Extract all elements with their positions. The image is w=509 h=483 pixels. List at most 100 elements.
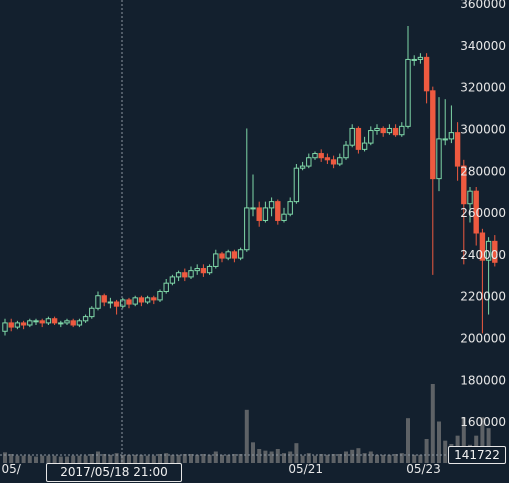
candle-body xyxy=(2,322,8,332)
candle xyxy=(113,299,120,315)
candle-body xyxy=(138,297,145,303)
volume-bar xyxy=(325,454,330,463)
volume-bar xyxy=(77,455,82,463)
volume-bar xyxy=(21,455,26,463)
candle xyxy=(237,247,244,261)
volume-bar xyxy=(195,454,200,463)
candle-body xyxy=(107,301,114,304)
candle-body xyxy=(126,299,132,305)
volume-bar xyxy=(114,453,119,463)
candle xyxy=(281,207,287,223)
y-tick-label: 280000 xyxy=(460,164,506,178)
candle xyxy=(306,153,312,169)
candle xyxy=(262,201,269,223)
candle-body xyxy=(430,90,436,180)
y-tick-label: 180000 xyxy=(460,373,506,387)
candle xyxy=(244,128,250,252)
volume-bar xyxy=(313,455,317,463)
volume-bar xyxy=(288,451,293,463)
candle xyxy=(225,249,231,261)
candle-body xyxy=(262,207,269,221)
candle xyxy=(120,297,126,309)
candle xyxy=(275,199,281,225)
volume-bar xyxy=(300,455,305,463)
volume-bar xyxy=(368,451,373,463)
candle xyxy=(287,197,293,217)
candle xyxy=(89,306,95,319)
volume-bar xyxy=(96,451,100,463)
volume-bar xyxy=(344,451,348,463)
candle xyxy=(405,26,411,129)
volume-bar xyxy=(406,418,410,463)
candle xyxy=(58,320,64,328)
volume-bar xyxy=(15,455,20,463)
candle-body xyxy=(324,157,331,161)
candle xyxy=(355,126,362,154)
candle xyxy=(330,155,337,169)
candle-body xyxy=(51,318,58,324)
volume-bar xyxy=(108,454,113,463)
candle xyxy=(448,105,455,144)
candle-body xyxy=(95,295,101,309)
volume-bar xyxy=(83,455,88,463)
volume-bar xyxy=(182,454,187,463)
candle xyxy=(374,124,380,135)
volume-bar xyxy=(176,454,181,463)
candle-body xyxy=(318,153,324,159)
candle xyxy=(436,97,442,192)
candle-body xyxy=(343,144,349,159)
candle xyxy=(430,86,436,275)
volume-bar xyxy=(362,453,367,463)
candle-body xyxy=(200,268,207,274)
volume-bar xyxy=(319,454,324,463)
candle xyxy=(27,318,33,328)
candle xyxy=(293,164,300,204)
volume-bar xyxy=(145,455,150,463)
candle xyxy=(206,264,213,275)
candle-body xyxy=(58,322,64,325)
candle-body xyxy=(231,251,238,259)
candle-body xyxy=(361,142,368,150)
y-tick-label: 220000 xyxy=(460,290,506,304)
candle-body xyxy=(454,132,461,167)
volume-bar xyxy=(164,453,169,463)
volume-bar xyxy=(275,449,280,463)
volume-bar xyxy=(412,454,417,463)
candle-body xyxy=(399,125,405,136)
candle-body xyxy=(306,157,312,167)
volume-bar xyxy=(294,443,299,463)
candle-body xyxy=(151,297,157,301)
candle xyxy=(182,268,188,282)
candle-body xyxy=(39,320,45,324)
volume-bar xyxy=(282,453,286,463)
candle xyxy=(14,320,21,330)
candle-body xyxy=(368,130,374,144)
volume-bar xyxy=(387,454,392,463)
y-tick-label: 300000 xyxy=(460,122,506,136)
volume-bar xyxy=(269,451,274,463)
candle xyxy=(95,291,101,311)
candle-body xyxy=(132,297,138,305)
candle-body xyxy=(225,251,231,259)
candle-body xyxy=(275,201,281,221)
candle xyxy=(51,316,58,325)
candle xyxy=(324,153,331,164)
volume-bar xyxy=(120,454,125,463)
candle-body xyxy=(213,253,219,267)
volume-bar xyxy=(437,421,441,463)
volume-bar xyxy=(331,454,336,463)
volume-bar xyxy=(207,454,212,463)
candle xyxy=(175,270,182,282)
volume-bar xyxy=(480,417,485,463)
y-tick-label: 260000 xyxy=(460,206,506,220)
candle xyxy=(485,237,492,315)
candle xyxy=(2,318,8,336)
candle xyxy=(138,295,145,307)
volume-bar xyxy=(244,409,249,463)
candle-body xyxy=(448,132,455,140)
volume-bar xyxy=(34,456,38,463)
x-tick-label: 05/23 xyxy=(406,462,441,476)
candle xyxy=(169,274,176,286)
